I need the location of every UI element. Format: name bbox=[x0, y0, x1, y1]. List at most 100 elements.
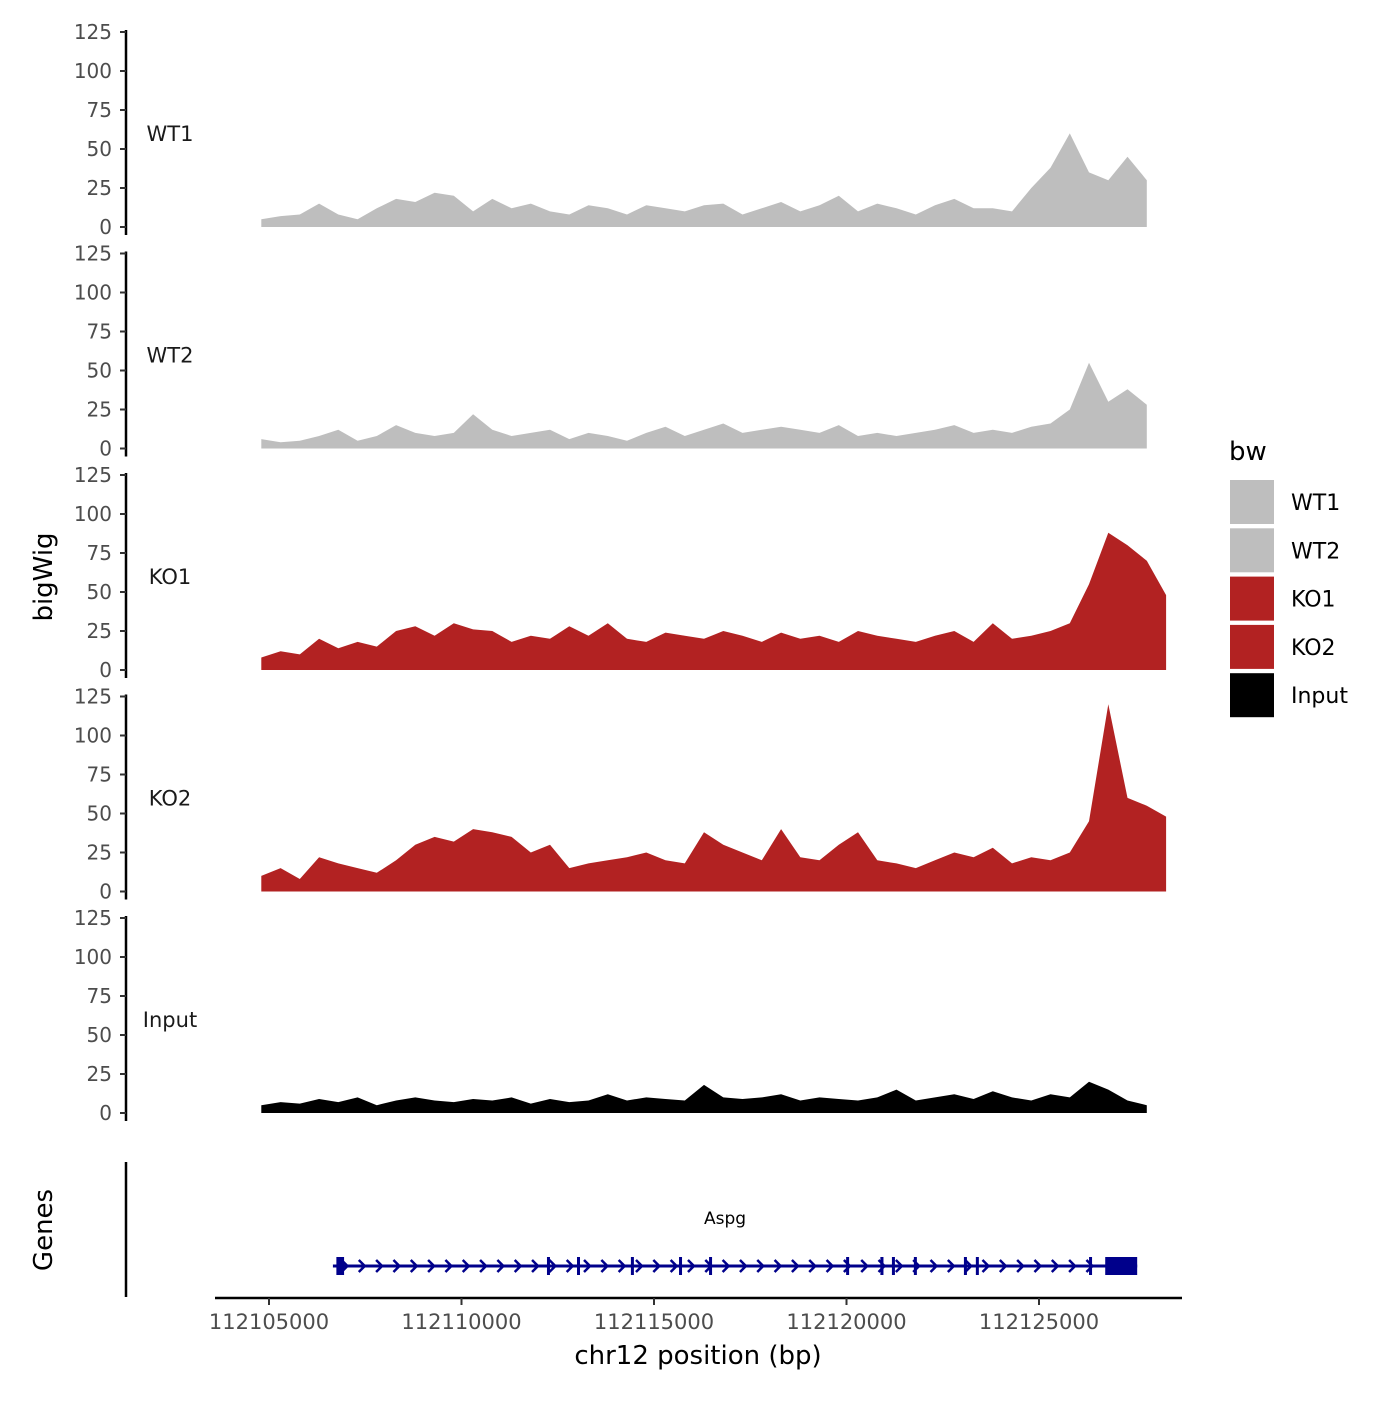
exon bbox=[679, 1257, 683, 1275]
y-tick-label: 0 bbox=[99, 215, 112, 239]
y-tick-label: 125 bbox=[74, 242, 112, 266]
bigwig-tracks: 0 25 50 75 100 125 WT1 0 25 50 75 100 125 WT2 0 25 50 75 1… bbox=[74, 20, 1167, 1125]
y-tick-label: 100 bbox=[74, 281, 112, 305]
exon bbox=[913, 1257, 917, 1275]
x-tick-label: 112120000 bbox=[786, 1310, 906, 1334]
signal-area-ko1 bbox=[261, 532, 1167, 670]
strand-arrow-icon bbox=[531, 1259, 540, 1273]
y-tick-label: 50 bbox=[87, 137, 112, 161]
strand-arrow-icon bbox=[791, 1259, 800, 1273]
track-label: KO2 bbox=[149, 787, 192, 811]
legend-swatch-wt2 bbox=[1230, 528, 1274, 573]
legend-label: WT1 bbox=[1291, 491, 1340, 516]
track-label: WT1 bbox=[147, 122, 194, 146]
strand-arrow-icon bbox=[617, 1259, 627, 1273]
y-tick-label: 125 bbox=[74, 20, 112, 44]
track-ko1: 0 25 50 75 100 125 KO1 bbox=[74, 463, 1167, 682]
strand-arrow-icon bbox=[946, 1259, 956, 1273]
track-wt1: 0 25 50 75 100 125 WT1 bbox=[74, 20, 1147, 239]
x-tick-label: 112125000 bbox=[979, 1310, 1099, 1334]
strand-arrow-icon bbox=[392, 1259, 402, 1273]
legend-title: bw bbox=[1229, 437, 1267, 467]
track-label: Input bbox=[143, 1008, 197, 1032]
exon bbox=[709, 1257, 713, 1275]
y-tick-label: 75 bbox=[87, 320, 112, 344]
track-label: WT2 bbox=[147, 344, 194, 368]
legend-label: Input bbox=[1291, 684, 1348, 709]
strand-arrow-icon bbox=[998, 1259, 1008, 1273]
strand-arrow-icon bbox=[635, 1259, 644, 1273]
strand-arrow-icon bbox=[929, 1259, 939, 1273]
strand-arrow-icon bbox=[496, 1259, 506, 1273]
strand-arrow-icon bbox=[825, 1259, 835, 1273]
x-tick-label: 112110000 bbox=[401, 1310, 521, 1334]
track-wt2: 0 25 50 75 100 125 WT2 bbox=[74, 242, 1147, 461]
x-axis-title: chr12 position (bp) bbox=[574, 1341, 821, 1371]
strand-arrow-icon bbox=[409, 1259, 419, 1273]
y-tick-label: 75 bbox=[87, 984, 112, 1008]
x-tick-label: 112105000 bbox=[209, 1310, 329, 1334]
strand-arrow-icon bbox=[721, 1259, 731, 1273]
strand-arrow-icon bbox=[1033, 1259, 1043, 1273]
track-ko2: 0 25 50 75 100 125 KO2 bbox=[74, 685, 1167, 904]
y-tick-label: 50 bbox=[87, 802, 112, 826]
exon bbox=[963, 1257, 967, 1275]
signal-area-input bbox=[261, 1081, 1147, 1113]
exon bbox=[880, 1257, 884, 1275]
y-tick-label: 100 bbox=[74, 502, 112, 526]
y-tick-label: 50 bbox=[87, 359, 112, 383]
gene-panel-title: Genes bbox=[29, 1189, 59, 1271]
legend-label: KO2 bbox=[1291, 636, 1336, 661]
x-tick-label: 112115000 bbox=[594, 1310, 714, 1334]
strand-arrow-icon bbox=[548, 1259, 558, 1273]
legend-label: KO1 bbox=[1291, 588, 1336, 613]
x-axis: 112105000 112110000 112115000 112120000 1121… bbox=[209, 1296, 1182, 1334]
strand-arrow-icon bbox=[756, 1259, 766, 1273]
strand-arrow-icon bbox=[565, 1259, 575, 1273]
exon bbox=[975, 1257, 979, 1275]
legend: bw WT1 WT2 KO1 KO2 Input bbox=[1229, 437, 1348, 718]
strand-arrow-icon bbox=[427, 1259, 436, 1273]
exon bbox=[630, 1257, 634, 1275]
y-tick-label: 0 bbox=[99, 1101, 112, 1125]
y-tick-label: 50 bbox=[87, 580, 112, 604]
y-tick-label: 100 bbox=[74, 59, 112, 83]
exon bbox=[1105, 1257, 1138, 1275]
exon bbox=[336, 1257, 345, 1275]
track-input: 0 25 50 75 100 125 Input bbox=[74, 906, 1147, 1125]
strand-arrow-icon bbox=[1068, 1259, 1077, 1273]
y-tick-label: 25 bbox=[87, 176, 112, 200]
strand-arrow-icon bbox=[479, 1259, 488, 1273]
exon bbox=[577, 1257, 580, 1275]
legend-swatch-ko1 bbox=[1230, 576, 1274, 621]
y-tick-label: 100 bbox=[74, 945, 112, 969]
y-tick-label: 25 bbox=[87, 841, 112, 865]
strand-arrow-icon bbox=[461, 1259, 471, 1273]
strand-arrow-icon bbox=[1016, 1259, 1025, 1273]
y-tick-label: 0 bbox=[99, 658, 112, 682]
y-tick-label: 25 bbox=[87, 398, 112, 422]
legend-swatch-input bbox=[1230, 673, 1274, 718]
strand-arrow-icon bbox=[1085, 1259, 1095, 1273]
track-label: KO1 bbox=[149, 565, 192, 589]
strand-arrow-icon bbox=[981, 1259, 991, 1273]
gene-panel: Aspg bbox=[124, 1162, 1138, 1297]
strand-arrow-icon bbox=[1050, 1259, 1060, 1273]
y-tick-label: 0 bbox=[99, 880, 112, 904]
strand-arrow-icon bbox=[444, 1259, 454, 1273]
exon bbox=[546, 1257, 550, 1275]
y-tick-label: 75 bbox=[87, 98, 112, 122]
strand-arrow-icon bbox=[600, 1259, 610, 1273]
strand-arrow-icon bbox=[808, 1259, 818, 1273]
strand-arrow-icon bbox=[357, 1259, 367, 1273]
strand-arrow-icon bbox=[964, 1259, 973, 1273]
exon bbox=[891, 1257, 895, 1275]
y-axis-title: bigWig bbox=[29, 532, 59, 621]
strand-arrow-icon bbox=[375, 1259, 384, 1273]
gene-label: Aspg bbox=[704, 1209, 746, 1229]
y-tick-label: 125 bbox=[74, 685, 112, 709]
strand-arrow-icon bbox=[687, 1259, 696, 1273]
signal-area-ko2 bbox=[261, 704, 1167, 892]
strand-arrow-icon bbox=[669, 1259, 679, 1273]
strand-arrow-icon bbox=[894, 1259, 904, 1273]
